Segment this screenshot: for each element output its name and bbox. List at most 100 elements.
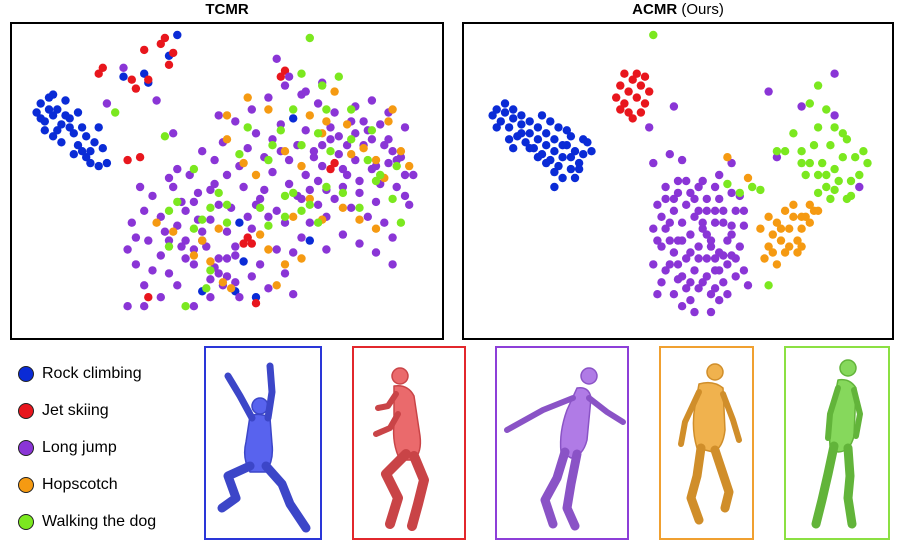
long-jump-point xyxy=(272,54,281,63)
long-jump-point xyxy=(214,254,223,263)
long-jump-point xyxy=(189,197,199,207)
long-jump-point xyxy=(214,200,223,209)
hopscotch-point xyxy=(305,111,314,120)
rock-climbing-point xyxy=(53,126,62,135)
walking-the-dog-point xyxy=(797,158,806,168)
walking-the-dog-point xyxy=(305,200,314,209)
hopscotch-point xyxy=(785,242,794,251)
long-jump-point xyxy=(206,215,215,224)
walking-the-dog-point xyxy=(764,281,773,290)
rock-climbing-point xyxy=(119,72,128,81)
long-jump-point xyxy=(830,69,839,78)
long-jump-point xyxy=(669,290,679,299)
long-jump-point xyxy=(723,290,732,299)
hopscotch-point xyxy=(396,147,406,156)
rock-climbing-point xyxy=(509,105,518,114)
long-jump-point xyxy=(702,254,711,263)
long-jump-point xyxy=(731,254,740,263)
long-jump-point xyxy=(772,153,782,162)
rock-climbing-point xyxy=(554,123,563,132)
jet-skiing-point xyxy=(127,75,136,84)
rock-climbing-point xyxy=(251,293,261,302)
walking-the-dog-point xyxy=(813,123,823,132)
long-jump-point xyxy=(682,176,691,186)
long-jump-point xyxy=(355,188,364,198)
long-jump-point xyxy=(305,185,314,195)
rock-climbing-point xyxy=(558,173,567,183)
rock-climbing-point xyxy=(525,129,534,138)
long-jump-point xyxy=(710,254,720,263)
long-jump-point xyxy=(355,239,364,248)
jet-skiing-point xyxy=(123,155,132,165)
long-jump-point xyxy=(264,93,273,102)
jet-skiing-point xyxy=(616,105,625,114)
jet-skiing-point xyxy=(640,99,650,108)
long-jump-point xyxy=(405,200,414,209)
walking-the-dog-point xyxy=(649,30,658,40)
jet-skiing-point xyxy=(156,39,165,49)
long-jump-point xyxy=(694,284,703,293)
long-jump-point xyxy=(694,242,703,251)
walking-the-dog-point xyxy=(322,182,331,192)
long-jump-point xyxy=(164,269,174,278)
long-jump-point xyxy=(690,194,699,204)
long-jump-point xyxy=(657,212,666,221)
long-jump-point xyxy=(231,278,240,287)
long-jump-point xyxy=(334,132,343,141)
rock-climbing-point xyxy=(542,141,551,150)
jet-skiing-example-box xyxy=(352,346,466,540)
walking-the-dog-marker-icon xyxy=(18,513,34,530)
rock-climbing-point xyxy=(500,99,510,108)
long-jump-point xyxy=(380,218,389,227)
long-jump-point xyxy=(338,182,348,192)
rock-climbing-point xyxy=(239,257,248,266)
rock-climbing-point xyxy=(533,123,543,132)
walking-the-dog-point xyxy=(198,215,207,224)
long-jump-point xyxy=(673,260,683,269)
long-jump-point xyxy=(131,260,141,269)
rock-climbing-point xyxy=(82,132,91,141)
long-jump-point xyxy=(140,206,149,215)
rock-climbing-point xyxy=(558,141,567,150)
long-jump-point xyxy=(156,251,165,260)
hopscotch-point xyxy=(255,230,265,239)
long-jump-point xyxy=(342,141,352,150)
rock-climbing-point xyxy=(537,111,547,120)
long-jump-point xyxy=(222,272,232,281)
long-jump-point xyxy=(301,170,310,180)
long-jump-point xyxy=(649,224,658,233)
long-jump-point xyxy=(677,155,687,165)
hopscotch-point xyxy=(297,161,306,171)
long-jump-point xyxy=(289,290,298,299)
walking-the-dog-point xyxy=(388,194,397,204)
long-jump-point xyxy=(409,170,418,180)
hopscotch-point xyxy=(371,224,381,233)
legend-label: Jet skiing xyxy=(42,401,109,419)
walking-the-dog-point xyxy=(280,212,290,221)
rock-climbing-point xyxy=(57,138,66,147)
long-jump-point xyxy=(719,206,728,215)
long-jump-point xyxy=(127,218,136,227)
hopscotch-point xyxy=(280,260,290,269)
long-jump-point xyxy=(243,212,252,221)
long-jump-point xyxy=(351,155,360,165)
long-jump-point xyxy=(694,206,703,215)
long-jump-point xyxy=(698,176,707,186)
long-jump-point xyxy=(661,182,670,192)
legend-item-hopscotch: Hopscotch xyxy=(18,466,198,503)
walking-the-dog-point xyxy=(313,129,323,138)
right-plot-title-suffix: (Ours) xyxy=(677,1,724,18)
long-jump-point xyxy=(739,266,749,275)
long-jump-point xyxy=(169,182,178,192)
long-jump-point xyxy=(173,221,182,230)
walking-the-dog-point xyxy=(813,81,823,90)
long-jump-point xyxy=(686,230,695,239)
long-jump-point xyxy=(326,123,335,132)
long-jump-point xyxy=(272,206,281,215)
rock-climbing-point xyxy=(500,108,510,117)
long-jump-point xyxy=(231,251,240,260)
long-jump-point xyxy=(797,102,806,111)
long-jump-point xyxy=(272,245,281,254)
long-jump-point xyxy=(673,275,683,284)
long-jump-point xyxy=(355,176,364,186)
